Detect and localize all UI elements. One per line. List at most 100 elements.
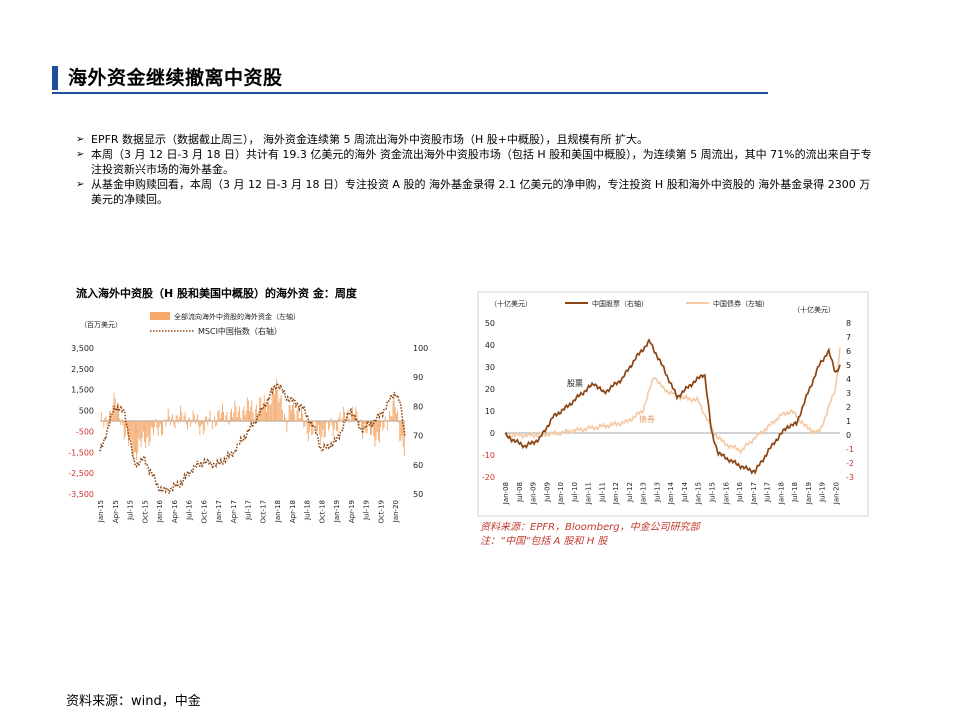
flow-bar xyxy=(124,421,126,437)
flow-bar xyxy=(399,421,401,442)
flow-bar xyxy=(156,421,158,429)
right-y-tick-label: 6 xyxy=(846,347,851,356)
left-y-tick-label: -1,500 xyxy=(68,448,94,457)
flow-bar xyxy=(211,421,213,430)
title-accent-bar xyxy=(52,66,58,90)
flow-bar xyxy=(276,378,278,421)
x-tick-label: Jan-15 xyxy=(695,482,703,505)
flow-bar xyxy=(125,421,127,428)
flow-bar xyxy=(164,419,166,421)
annotation-equity: 股票 xyxy=(567,379,583,388)
flow-bar xyxy=(386,421,388,431)
flow-bar xyxy=(118,403,119,421)
flow-bar xyxy=(382,421,384,431)
flow-bar xyxy=(205,416,206,421)
flow-bar xyxy=(308,421,310,432)
left-y-tick-label: 50 xyxy=(485,319,495,328)
flow-bar xyxy=(315,421,317,435)
flow-bar xyxy=(115,408,117,421)
arrow-bullet-icon: ➢ xyxy=(76,149,85,160)
source-note-footnote: 注：“中国”包括 A 股和 H 股 xyxy=(480,535,608,547)
flow-bar xyxy=(390,415,392,421)
flow-bar xyxy=(273,394,275,421)
flow-bar xyxy=(303,421,305,428)
flow-bar xyxy=(241,421,243,423)
flow-bar xyxy=(254,409,256,421)
flow-bar xyxy=(397,410,398,421)
left-y-tick-label: -20 xyxy=(482,473,495,482)
flow-bar xyxy=(366,421,368,434)
right-y-tick-label: 2 xyxy=(846,403,851,412)
flow-bar xyxy=(320,421,322,446)
flow-bar xyxy=(336,421,337,431)
left-y-tick-label: 1,500 xyxy=(71,386,94,395)
legend-label-bond: 中国债券（左轴） xyxy=(713,299,769,308)
flow-bar xyxy=(194,421,196,425)
left-y-tick-label: 0 xyxy=(490,429,495,438)
flow-bar xyxy=(104,417,106,421)
flow-bar xyxy=(208,418,210,421)
flow-bar xyxy=(380,421,382,428)
flow-bar xyxy=(351,406,353,421)
flow-bar xyxy=(322,421,324,430)
x-tick-label: Oct-18 xyxy=(318,500,326,524)
flow-bar xyxy=(236,416,238,421)
flow-bar xyxy=(321,421,323,437)
flow-bar xyxy=(174,421,176,429)
flow-bar xyxy=(233,412,235,421)
flow-bar xyxy=(327,420,328,421)
flow-bar xyxy=(190,421,192,427)
x-tick-label: Apr-17 xyxy=(230,500,238,523)
flow-bar xyxy=(105,416,107,421)
flow-bar xyxy=(393,393,395,421)
flow-bar xyxy=(292,405,293,421)
flow-bar xyxy=(176,414,178,421)
bullet-list: ➢ EPFR 数据显示（数据截止周三）， 海外资金连续第 5 周流出海外中资股市场… xyxy=(76,132,876,207)
flow-bar xyxy=(284,413,286,421)
flow-bar xyxy=(107,421,109,426)
flow-bar xyxy=(109,411,110,421)
flow-bar xyxy=(294,413,296,421)
x-tick-label: Jul-13 xyxy=(653,482,661,503)
x-tick-label: Jul-18 xyxy=(791,482,799,503)
flow-bar xyxy=(345,421,347,424)
arrow-bullet-icon: ➢ xyxy=(76,134,85,145)
flow-bar xyxy=(237,411,239,421)
flow-bar xyxy=(384,416,386,421)
flow-bar xyxy=(214,416,215,421)
flow-bar xyxy=(285,417,287,421)
flow-bar xyxy=(114,398,116,421)
flow-bar xyxy=(268,396,270,421)
flow-bar xyxy=(311,421,313,436)
flow-bar xyxy=(391,416,393,421)
flow-bar xyxy=(132,421,134,462)
flow-bar xyxy=(403,421,405,456)
flow-bar xyxy=(101,412,103,421)
flow-bar xyxy=(228,421,230,425)
flow-bar xyxy=(142,421,144,432)
flow-bar xyxy=(356,411,358,421)
flow-bar xyxy=(323,421,325,438)
right-y-tick-label: 50 xyxy=(413,490,423,499)
flow-bar xyxy=(172,414,174,421)
flow-bar xyxy=(314,421,316,423)
left-y-tick-label: -3,500 xyxy=(68,490,94,499)
flow-bar xyxy=(266,411,267,421)
flow-bar xyxy=(161,421,162,436)
flow-bar xyxy=(183,415,185,421)
flow-bar xyxy=(277,388,279,421)
flow-bar xyxy=(260,398,262,421)
left-y-tick-label: 30 xyxy=(485,363,495,372)
flow-bar xyxy=(392,400,394,421)
chart-right-frame xyxy=(477,291,869,517)
x-tick-label: Jan-17 xyxy=(750,482,758,505)
flow-bar xyxy=(196,419,197,421)
flow-bar xyxy=(267,402,269,421)
flow-bar xyxy=(130,421,132,440)
flow-bar xyxy=(363,421,365,430)
flow-bar xyxy=(158,421,160,427)
flow-bar xyxy=(224,421,226,422)
x-tick-label: Jan-17 xyxy=(215,500,223,523)
